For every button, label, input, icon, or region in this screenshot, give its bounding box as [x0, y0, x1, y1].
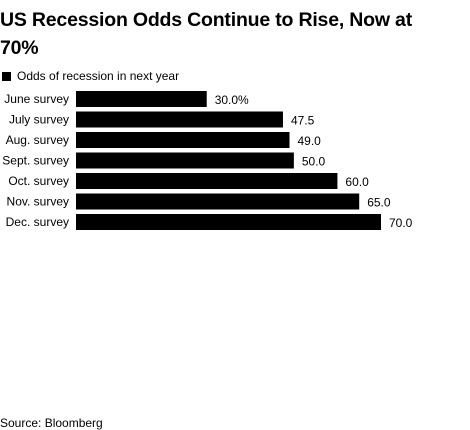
value-label: 30.0% [215, 93, 249, 107]
bar [76, 91, 207, 107]
value-label: 49.0 [298, 134, 322, 148]
bar [76, 193, 360, 210]
bar [76, 173, 338, 189]
category-label: Dec. survey [6, 215, 69, 229]
category-label: July survey [9, 113, 69, 127]
bar [76, 152, 294, 169]
category-label: Sept. survey [2, 154, 69, 168]
chart-title: US Recession Odds Continue to Rise, Now … [0, 9, 412, 59]
bar [76, 132, 290, 148]
category-label: Aug. survey [6, 133, 69, 147]
value-label: 47.5 [291, 114, 315, 128]
category-label: Nov. survey [7, 195, 69, 209]
legend-swatch [2, 71, 11, 81]
bar [76, 214, 381, 230]
value-label: 60.0 [345, 175, 369, 189]
value-label: 65.0 [367, 196, 391, 210]
bar-chart: June survey 30.0% July survey 47.5 Aug. surv… [2, 91, 413, 230]
value-label: 70.0 [389, 216, 413, 230]
bar [76, 111, 283, 128]
legend: Odds of recession in next year [2, 69, 179, 83]
value-label: 50.0 [302, 155, 326, 169]
category-label: June survey [4, 92, 69, 106]
source-note: Source: Bloomberg [0, 416, 103, 430]
category-label: Oct. survey [8, 174, 69, 188]
legend-label: Odds of recession in next year [17, 69, 180, 83]
